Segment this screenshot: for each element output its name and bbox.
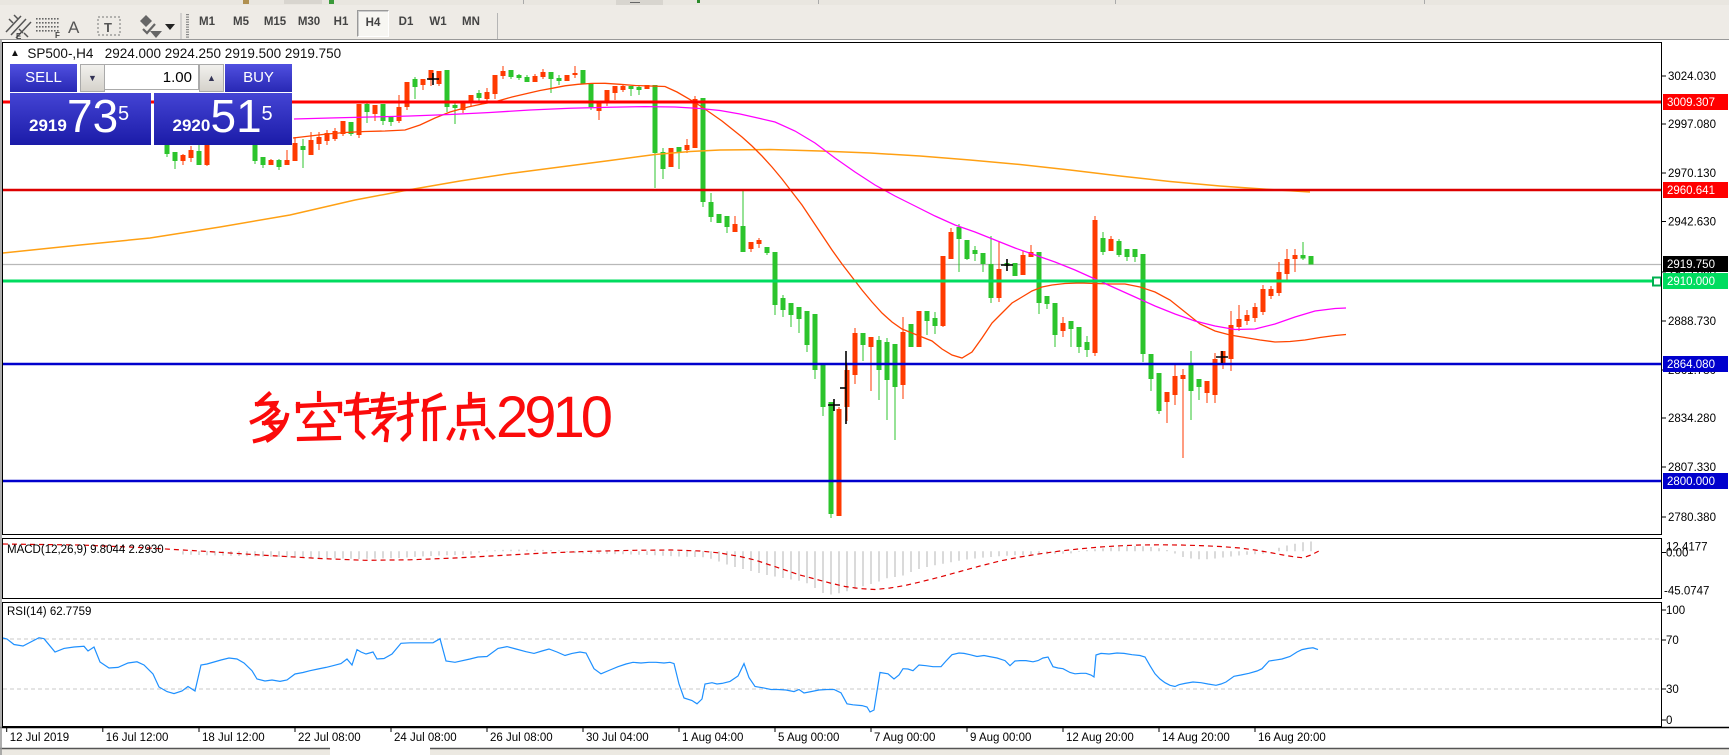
svg-text:2910: 2910 bbox=[496, 385, 611, 450]
svg-text:18 Jul 12:00: 18 Jul 12:00 bbox=[202, 732, 265, 744]
svg-text:2942.630: 2942.630 bbox=[1668, 217, 1716, 229]
svg-text:2970.130: 2970.130 bbox=[1668, 168, 1716, 180]
svg-text:30: 30 bbox=[1666, 684, 1679, 696]
svg-text:T: T bbox=[104, 20, 112, 35]
svg-text:16 Jul 12:00: 16 Jul 12:00 bbox=[106, 732, 169, 744]
svg-text:A: A bbox=[68, 18, 80, 37]
svg-text:12 Jul 2019: 12 Jul 2019 bbox=[10, 732, 69, 744]
svg-text:2864.080: 2864.080 bbox=[1667, 359, 1715, 371]
svg-text:2780.380: 2780.380 bbox=[1668, 512, 1716, 524]
svg-text:12 Aug 20:00: 12 Aug 20:00 bbox=[1066, 732, 1134, 744]
svg-text:1 Aug 04:00: 1 Aug 04:00 bbox=[682, 732, 743, 744]
svg-text:RSI(14) 62.7759: RSI(14) 62.7759 bbox=[7, 606, 91, 618]
svg-text:2997.080: 2997.080 bbox=[1668, 119, 1716, 131]
svg-text:3009.307: 3009.307 bbox=[1667, 97, 1715, 109]
svg-text:16 Aug 20:00: 16 Aug 20:00 bbox=[1258, 732, 1326, 744]
svg-text:30 Jul 04:00: 30 Jul 04:00 bbox=[586, 732, 649, 744]
svg-text:2919.750: 2919.750 bbox=[1667, 259, 1715, 271]
svg-text:2888.730: 2888.730 bbox=[1668, 316, 1716, 328]
svg-text:5 Aug 00:00: 5 Aug 00:00 bbox=[778, 732, 839, 744]
svg-text:12.4177: 12.4177 bbox=[1666, 542, 1708, 554]
svg-text:3024.030: 3024.030 bbox=[1668, 71, 1716, 83]
svg-text:0.00: 0.00 bbox=[1666, 548, 1688, 560]
svg-text:2800.000: 2800.000 bbox=[1667, 476, 1715, 488]
svg-text:100: 100 bbox=[1666, 605, 1685, 617]
svg-text:F: F bbox=[55, 31, 60, 40]
svg-text:70: 70 bbox=[1666, 635, 1679, 647]
svg-text:9 Aug 00:00: 9 Aug 00:00 bbox=[970, 732, 1031, 744]
svg-text:2807.330: 2807.330 bbox=[1668, 462, 1716, 474]
svg-text:2910.000: 2910.000 bbox=[1667, 276, 1715, 288]
svg-text:2834.280: 2834.280 bbox=[1668, 413, 1716, 425]
svg-text:-45.0747: -45.0747 bbox=[1664, 586, 1709, 598]
svg-text:26 Jul 08:00: 26 Jul 08:00 bbox=[490, 732, 553, 744]
svg-text:24 Jul 08:00: 24 Jul 08:00 bbox=[394, 732, 457, 744]
svg-text:14 Aug 20:00: 14 Aug 20:00 bbox=[1162, 732, 1230, 744]
svg-text:22 Jul 08:00: 22 Jul 08:00 bbox=[298, 732, 361, 744]
svg-text:E: E bbox=[16, 32, 22, 41]
svg-text:7 Aug 00:00: 7 Aug 00:00 bbox=[874, 732, 935, 744]
svg-text:2960.641: 2960.641 bbox=[1667, 185, 1715, 197]
svg-text:0: 0 bbox=[1666, 715, 1672, 727]
svg-text:MACD(12,26,9) 9.8044 2.2930: MACD(12,26,9) 9.8044 2.2930 bbox=[7, 544, 164, 556]
